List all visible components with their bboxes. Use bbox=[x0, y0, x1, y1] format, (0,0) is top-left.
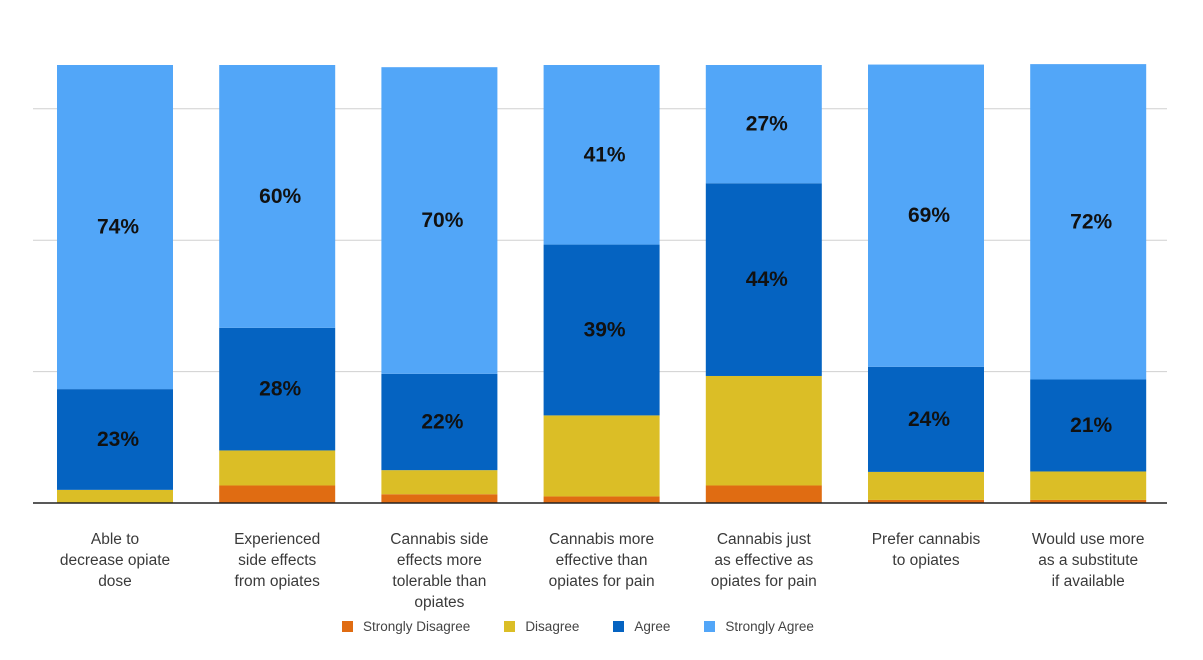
bar-group-2 bbox=[219, 65, 336, 503]
legend-swatch-disagree bbox=[504, 621, 516, 632]
legend-swatch-agree bbox=[613, 621, 625, 632]
x-tick-label-line: Able to bbox=[90, 531, 140, 548]
bar-group-6 bbox=[868, 64, 984, 503]
legend-label: Strongly Disagree bbox=[363, 619, 471, 634]
data-label: 74% bbox=[97, 216, 139, 239]
x-tick-label-line: effective than bbox=[555, 552, 648, 569]
bar-segment-agree[interactable] bbox=[543, 244, 660, 416]
bar-segment-disagree[interactable] bbox=[381, 470, 498, 495]
bar-segment-strongly-disagree[interactable] bbox=[868, 499, 984, 503]
x-tick-label-line: from opiates bbox=[234, 573, 320, 590]
x-tick-label: Cannabis more effective than opiates for p… bbox=[527, 529, 677, 592]
data-label: 28% bbox=[259, 378, 301, 401]
bar-segment-agree[interactable] bbox=[381, 373, 498, 471]
bar-segment-strongly-agree[interactable] bbox=[705, 65, 822, 184]
bar-group-7 bbox=[1030, 64, 1147, 503]
bar-segment-disagree[interactable] bbox=[57, 489, 173, 503]
legend-swatch-strongly-disagree bbox=[342, 621, 353, 632]
x-tick-label-line: to opiates bbox=[892, 552, 960, 569]
bar-segment-strongly-disagree[interactable] bbox=[705, 485, 822, 503]
x-tick-label-line: if available bbox=[1051, 573, 1125, 590]
data-label: 72% bbox=[1070, 210, 1112, 233]
legend-label: Strongly Agree bbox=[725, 619, 814, 634]
bar-segment-strongly-agree[interactable] bbox=[543, 65, 660, 245]
x-tick-label: Cannabis side effects more tolerable than o… bbox=[364, 529, 514, 613]
bar-group-1 bbox=[57, 65, 173, 503]
data-label: 21% bbox=[1070, 414, 1112, 437]
legend-item-strongly-disagree[interactable]: Strongly Disagree bbox=[342, 619, 470, 634]
data-label: 22% bbox=[421, 410, 463, 433]
data-label: 44% bbox=[746, 268, 788, 291]
x-tick-label-line: opiates for pain bbox=[710, 573, 817, 590]
bar-segment-agree[interactable] bbox=[219, 327, 336, 451]
bar-segment-agree[interactable] bbox=[1030, 379, 1147, 472]
bar-segment-disagree[interactable] bbox=[219, 450, 336, 486]
x-tick-label-line: as a substitute bbox=[1038, 552, 1139, 569]
legend: Strongly Disagree Disagree Agree Strongl… bbox=[342, 619, 814, 634]
legend-swatch-strongly-agree bbox=[704, 621, 716, 632]
data-labels: 23% 74% 28% 60% 22% 70% 39% 41% 44% 27% 24% 69% 21% 7… bbox=[97, 113, 1113, 451]
data-label: 39% bbox=[584, 318, 626, 341]
x-tick-label: Cannabis just as effective as opiates for … bbox=[689, 529, 839, 592]
x-tick-label-line: tolerable than bbox=[392, 573, 487, 590]
bar-segment-agree[interactable] bbox=[705, 183, 822, 376]
bar-group-5 bbox=[705, 65, 822, 503]
bar-segment-disagree[interactable] bbox=[705, 375, 822, 486]
x-tick-label: Would use more as a substitute if availabl… bbox=[1013, 529, 1163, 592]
x-tick-label-line: dose bbox=[98, 573, 132, 590]
x-tick-label-line: decrease opiate bbox=[59, 552, 171, 569]
x-tick-label-line: Would use more bbox=[1031, 531, 1145, 548]
bar-segment-strongly-disagree[interactable] bbox=[1030, 499, 1147, 503]
bar-segment-strongly-agree[interactable] bbox=[868, 64, 984, 367]
data-label: 41% bbox=[584, 143, 626, 166]
legend-item-agree[interactable]: Agree bbox=[613, 619, 670, 634]
bar-segment-strongly-agree[interactable] bbox=[1030, 64, 1147, 380]
x-tick-label: Experienced side effects from opiates bbox=[202, 529, 352, 592]
x-tick-label-line: opiates for pain bbox=[548, 573, 655, 590]
data-label: 69% bbox=[908, 204, 950, 227]
bar-segment-strongly-disagree[interactable] bbox=[219, 485, 336, 503]
data-label: 23% bbox=[97, 428, 139, 451]
data-label: 27% bbox=[746, 113, 788, 136]
legend-item-strongly-agree[interactable]: Strongly Agree bbox=[704, 619, 814, 634]
bar-segment-strongly-disagree[interactable] bbox=[543, 496, 660, 503]
bar-segment-disagree[interactable] bbox=[543, 415, 660, 497]
bar-group-3 bbox=[381, 67, 498, 503]
x-tick-label-line: side effects bbox=[238, 552, 317, 569]
bar-segment-disagree[interactable] bbox=[1030, 471, 1147, 500]
bar-segment-strongly-agree[interactable] bbox=[219, 65, 336, 328]
bar-segment-disagree[interactable] bbox=[868, 471, 984, 500]
bar-segment-agree[interactable] bbox=[868, 366, 984, 472]
x-tick-label-line: effects more bbox=[396, 552, 482, 569]
legend-item-disagree[interactable]: Disagree bbox=[504, 619, 579, 634]
x-tick-label: Prefer cannabis to opiates bbox=[851, 529, 1001, 571]
x-tick-label-line: Cannabis more bbox=[549, 531, 655, 548]
bar-segment-strongly-disagree[interactable] bbox=[381, 494, 498, 503]
x-tick-label-line: Cannabis side bbox=[390, 531, 489, 548]
x-tick-label-line: Experienced bbox=[234, 531, 321, 548]
x-tick-label-line: opiates bbox=[414, 594, 465, 611]
x-tick-label: Able to decrease opiate dose bbox=[40, 529, 190, 592]
bar-segment-strongly-agree[interactable] bbox=[57, 65, 173, 390]
bars bbox=[57, 64, 1147, 503]
legend-label: Agree bbox=[634, 619, 671, 634]
data-label: 60% bbox=[259, 185, 301, 208]
x-tick-label-line: Prefer cannabis bbox=[871, 531, 981, 548]
bar-segment-strongly-agree[interactable] bbox=[381, 67, 498, 374]
x-tick-label-line: as effective as bbox=[714, 552, 814, 569]
x-tick-label-line: Cannabis just bbox=[716, 531, 811, 548]
data-label: 24% bbox=[908, 408, 950, 431]
bar-segment-agree[interactable] bbox=[57, 389, 173, 490]
data-label: 70% bbox=[421, 209, 463, 232]
bar-group-4 bbox=[543, 65, 660, 503]
legend-label: Disagree bbox=[525, 619, 580, 634]
